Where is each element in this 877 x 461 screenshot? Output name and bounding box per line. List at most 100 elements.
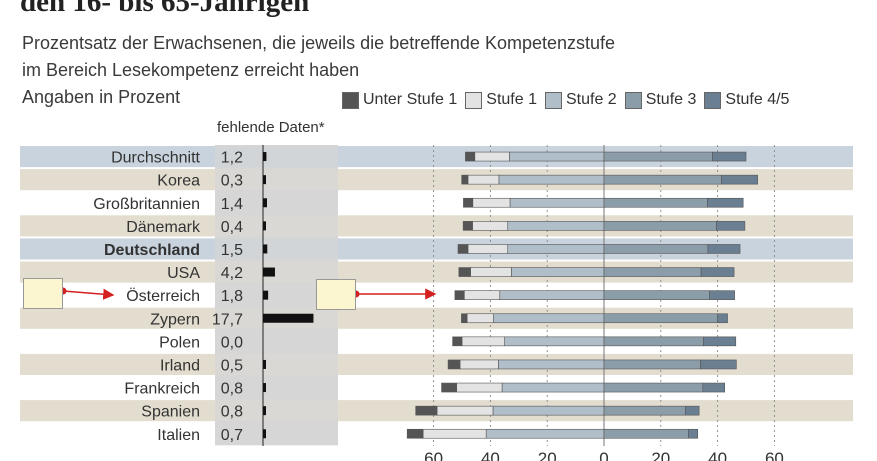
bar-spanien-stufe-3 (603, 405, 686, 416)
bar-irland-stufe-3 (603, 359, 701, 370)
bar-polen-stufe-4-5 (703, 336, 737, 347)
row-band-missing (215, 261, 338, 283)
bar-deutschland-stufe-3 (603, 244, 709, 254)
sticky-note-left[interactable] (23, 278, 63, 309)
missing-value-polen: 0,0 (221, 334, 243, 351)
bar-frankreich-stufe-4-5 (702, 382, 725, 393)
row-band-label (20, 238, 215, 260)
category-label-spanien: Spanien (141, 404, 200, 421)
legend-item-stufe-4-5: Stufe 4/5 (704, 91, 789, 109)
missing-value-deutschland: 1,5 (221, 242, 243, 259)
category-label-korea: Korea (157, 173, 200, 190)
legend-swatch-stufe-2 (544, 91, 562, 109)
legend-item-stufe-3: Stufe 3 (624, 91, 697, 109)
bar-irland-stufe-2 (498, 359, 605, 370)
missing-value-oesterreich: 1,8 (221, 288, 243, 305)
bar-frankreich-stufe-3 (603, 382, 704, 393)
bar-grossbritannien-unter-stufe-1 (463, 197, 474, 208)
bar-oesterreich-stufe-1 (463, 290, 501, 300)
row-band-missing (215, 400, 338, 422)
category-label-durchschnitt: Durchschnitt (111, 150, 200, 167)
bar-irland-unter-stufe-1 (447, 359, 461, 370)
annotation-arrow-left (62, 288, 115, 300)
bar-spanien-stufe-4-5 (685, 405, 700, 416)
subtitle-line-2: im Bereich Lesekompetenz erreicht haben (22, 60, 360, 80)
bar-irland-stufe-1 (459, 359, 499, 370)
legend-swatch-stufe-1 (465, 91, 483, 109)
bar-durchschnitt-stufe-3 (603, 151, 713, 162)
bar-grossbritannien-stufe-1 (472, 197, 511, 208)
x-tick-label-6: 60 (765, 449, 784, 461)
missing-value-durchschnitt: 1,2 (221, 150, 243, 167)
bar-frankreich-stufe-1 (456, 382, 503, 393)
legend-label-unter-stufe-1: Unter Stufe 1 (363, 91, 458, 108)
missing-value-grossbritannien: 1,4 (221, 196, 243, 213)
missing-value-irland: 0,5 (221, 357, 243, 374)
bar-usa-stufe-2 (511, 267, 605, 277)
missing-value-spanien: 0,8 (221, 404, 243, 421)
bar-korea-stufe-3 (603, 174, 722, 185)
bar-italien-stufe-1 (422, 428, 487, 439)
bar-durchschnitt-stufe-2 (509, 151, 605, 162)
bar-oesterreich-stufe-2 (499, 290, 605, 300)
row-band-label (20, 261, 215, 283)
row-band-label (20, 353, 215, 375)
bar-zypern-stufe-1 (466, 313, 494, 324)
legend-label-stufe-3: Stufe 3 (645, 91, 697, 108)
missing-bar-spanien (263, 406, 266, 416)
bar-grossbritannien-stufe-3 (603, 197, 708, 208)
missing-value-italien: 0,7 (221, 427, 243, 444)
category-label-usa: USA (167, 265, 200, 282)
missing-bar-oesterreich (263, 290, 269, 300)
row-band-missing (215, 215, 338, 237)
x-tick-label-5: 40 (708, 449, 727, 461)
bar-durchschnitt-stufe-4-5 (712, 151, 747, 162)
bar-daenemark-stufe-2 (507, 221, 605, 231)
bar-durchschnitt-stufe-1 (474, 151, 510, 162)
bar-deutschland-stufe-2 (507, 244, 605, 254)
bar-deutschland-unter-stufe-1 (457, 244, 469, 254)
bar-durchschnitt-unter-stufe-1 (465, 151, 476, 162)
row-band-label (20, 169, 215, 191)
bar-oesterreich-stufe-3 (603, 290, 710, 300)
bar-zypern-stufe-2 (493, 313, 605, 324)
bar-korea-stufe-1 (467, 174, 500, 185)
category-label-frankreich: Frankreich (124, 381, 200, 398)
missing-value-daenemark: 0,4 (221, 219, 243, 236)
bar-italien-stufe-3 (603, 428, 689, 439)
category-label-italien: Italien (157, 427, 200, 444)
bar-usa-stufe-3 (603, 267, 702, 277)
missing-value-zypern: 17,7 (212, 311, 243, 328)
row-band-missing (215, 238, 338, 260)
legend-swatch-stufe-3 (624, 91, 642, 109)
bar-oesterreich-unter-stufe-1 (454, 290, 465, 300)
legend-swatch-stufe-4-5 (704, 91, 722, 109)
bar-korea-stufe-2 (498, 174, 605, 185)
legend-label-stufe-4-5: Stufe 4/5 (725, 91, 790, 108)
bar-frankreich-unter-stufe-1 (441, 382, 457, 393)
bar-korea-stufe-4-5 (721, 174, 758, 185)
row-band-label (20, 215, 215, 237)
bar-zypern-stufe-4-5 (717, 313, 728, 324)
row-band-label (20, 146, 215, 168)
category-label-polen: Polen (159, 334, 200, 351)
missing-bar-durchschnitt (263, 152, 267, 162)
missing-bar-grossbritannien (263, 198, 267, 208)
bar-spanien-stufe-2 (492, 405, 605, 416)
missing-value-frankreich: 0,8 (221, 381, 243, 398)
sticky-note-right[interactable] (316, 279, 356, 310)
bar-polen-stufe-3 (603, 336, 704, 347)
row-band-missing (215, 169, 338, 191)
x-tick-label-1: 40 (481, 449, 500, 461)
category-label-daenemark: Dänemark (126, 219, 201, 236)
missing-bar-daenemark (263, 221, 266, 231)
subtitle-line-3: Angaben in Prozent (22, 87, 181, 107)
category-label-zypern: Zypern (150, 311, 200, 328)
bar-zypern-unter-stufe-1 (461, 313, 468, 324)
bar-grossbritannien-stufe-4-5 (707, 197, 744, 208)
bar-deutschland-stufe-4-5 (707, 244, 741, 254)
bar-usa-stufe-1 (470, 267, 512, 277)
bar-daenemark-stufe-3 (603, 221, 717, 231)
row-band-missing (215, 146, 338, 168)
